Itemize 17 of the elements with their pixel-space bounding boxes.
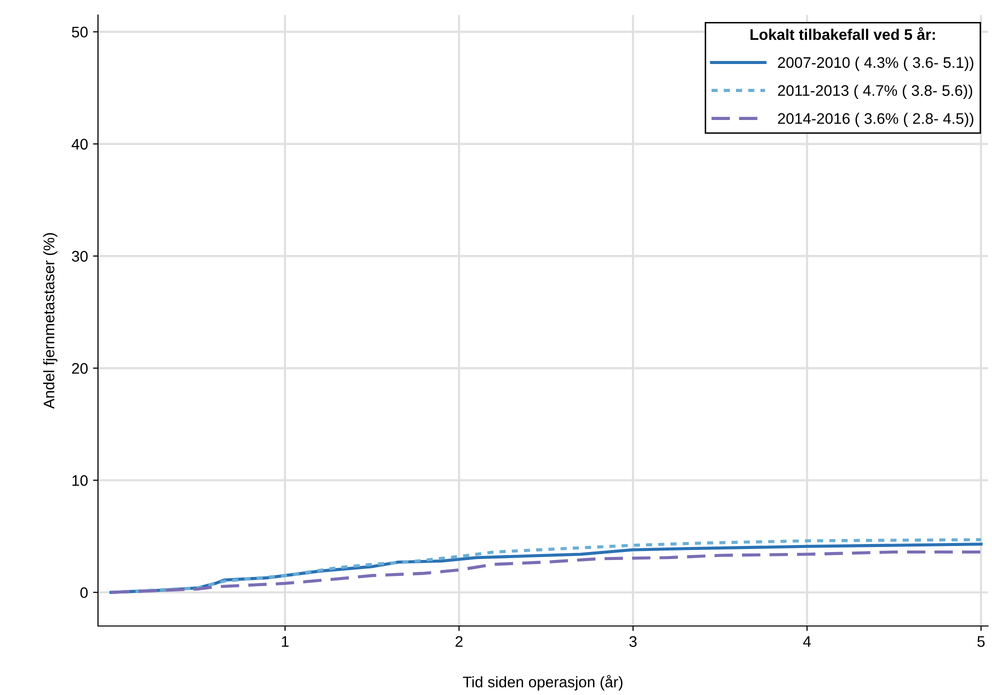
y-axis-title: Andel fjernmetastaser (%) <box>43 233 58 409</box>
legend-label: 2014-2016 ( 3.6% ( 2.8- 4.5)) <box>778 112 974 127</box>
x-axis-title: Tid siden operasjon (år) <box>462 674 622 690</box>
x-tick-label: 3 <box>629 636 637 647</box>
y-tick-label: 30 <box>72 250 88 262</box>
y-tick-label: 20 <box>72 363 88 374</box>
x-tick-label: 4 <box>803 636 811 647</box>
y-tick-label: 0 <box>80 587 88 598</box>
x-tick-label: 5 <box>977 636 985 647</box>
y-tick-label: 40 <box>72 138 88 150</box>
legend-label: 2011-2013 ( 4.7% ( 3.8- 5.6)) <box>778 84 972 99</box>
x-tick-label: 2 <box>456 636 463 647</box>
y-tick-label: 10 <box>72 475 88 486</box>
y-tick-label: 50 <box>72 26 88 38</box>
legend-label: 2007-2010 ( 4.3% ( 3.6- 5.1)) <box>778 56 974 71</box>
legend-title: Lokalt tilbakefall ved 5 år: <box>750 27 935 40</box>
x-tick-label: 1 <box>282 636 289 647</box>
